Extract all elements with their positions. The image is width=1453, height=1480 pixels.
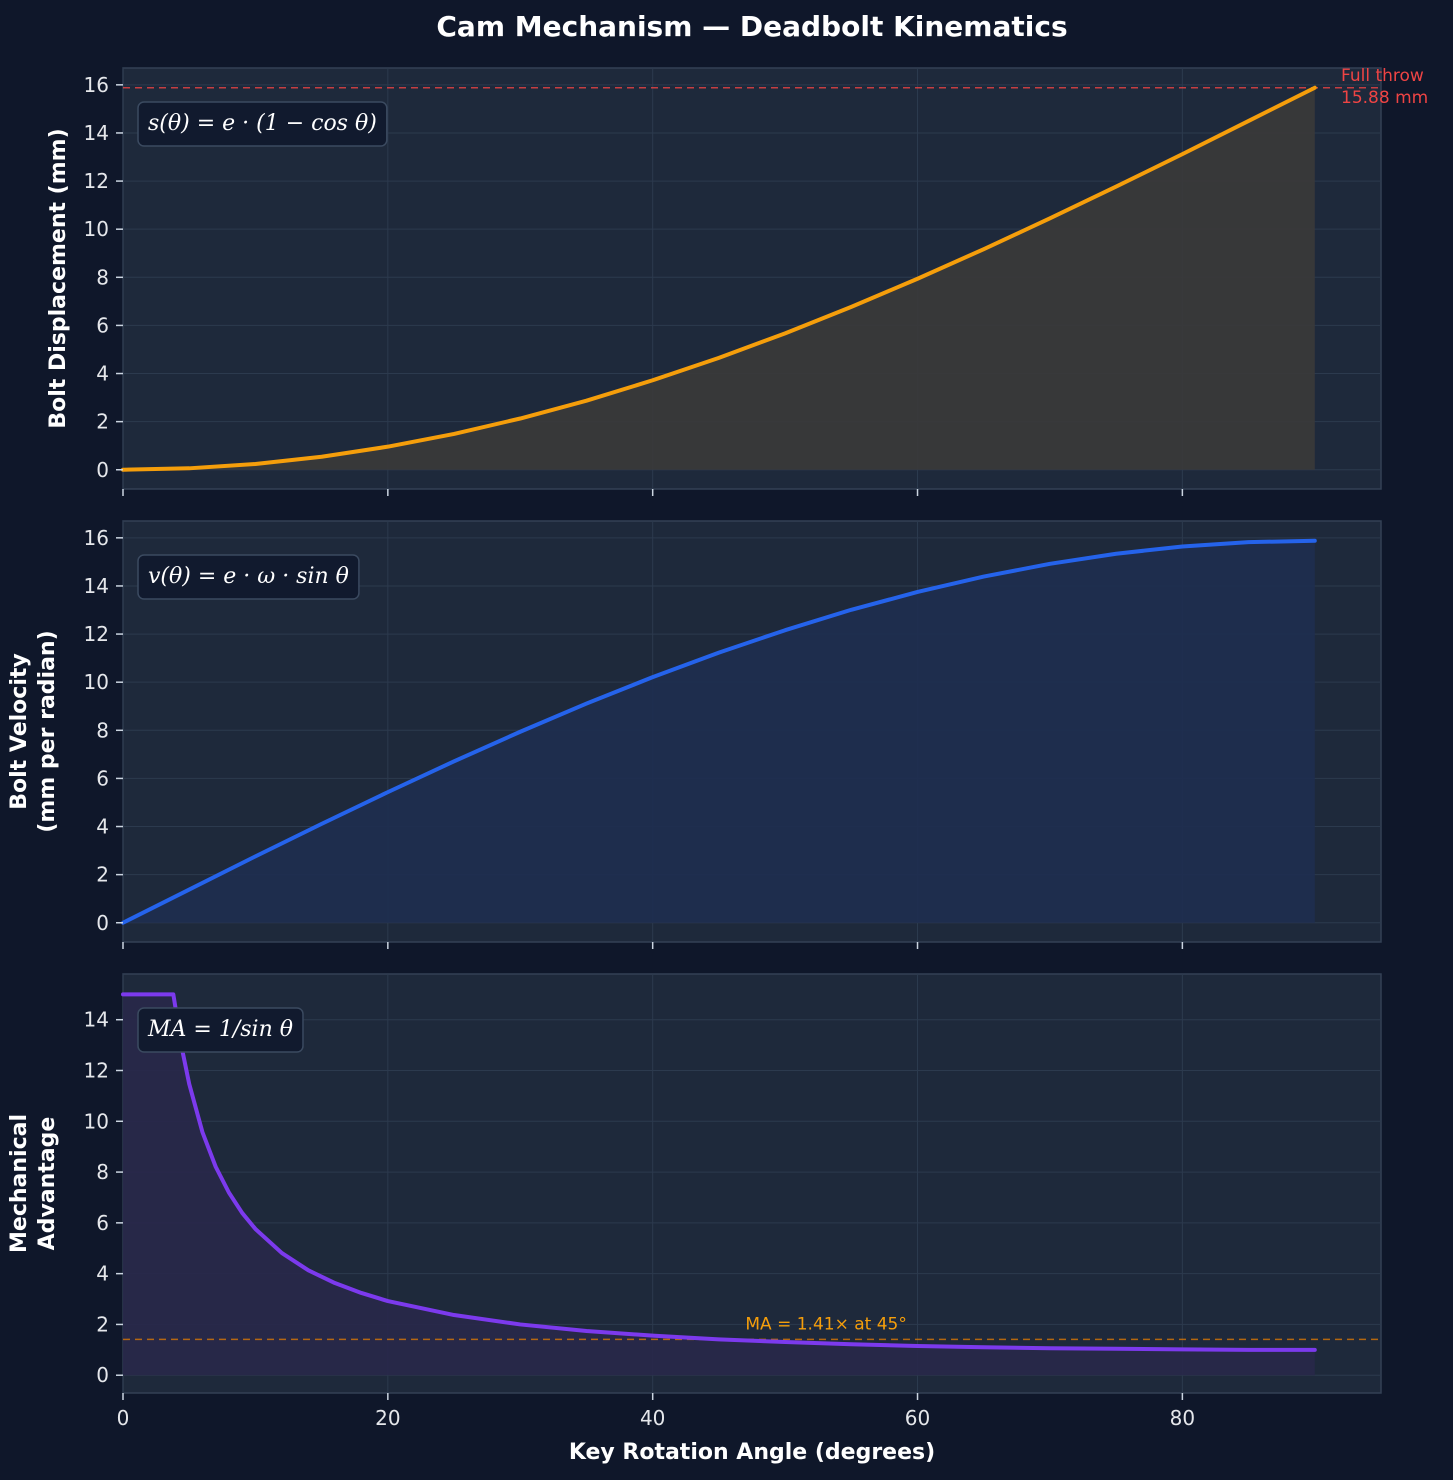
y-tick-label: 4 bbox=[96, 815, 109, 839]
panel-3: MA = 1.41× at 45° MA = 1/sin θ 0 2 4 6 8 10 12 14… bbox=[7, 973, 1382, 1430]
x-tick-label: 20 bbox=[375, 1406, 400, 1430]
formula-box: MA = 1/sin θ bbox=[137, 1007, 304, 1053]
y-tick-label: 12 bbox=[84, 169, 109, 193]
formula-text: v(θ) = e · ω · sin θ bbox=[148, 564, 349, 589]
area-fill bbox=[123, 540, 1315, 923]
y-tick-label: 8 bbox=[96, 265, 109, 289]
y-axis-label: Bolt Velocity bbox=[7, 653, 32, 809]
y-axis-label: Bolt Displacement (mm) bbox=[46, 128, 71, 428]
y-tick-label: 6 bbox=[96, 1211, 109, 1235]
area-fill bbox=[123, 994, 1315, 1376]
y-tick-label: 14 bbox=[84, 121, 109, 145]
x-tick-label: 80 bbox=[1170, 1406, 1195, 1430]
x-tick-label: 40 bbox=[640, 1406, 665, 1430]
y-axis-label: Mechanical bbox=[7, 1114, 32, 1253]
y-tick-label: 6 bbox=[96, 766, 109, 790]
y-tick-label: 12 bbox=[84, 1058, 109, 1082]
y-tick-label: 6 bbox=[96, 313, 109, 337]
reference-label: MA = 1.41× at 45° bbox=[745, 1314, 906, 1334]
formula-text: s(θ) = e · (1 − cos θ) bbox=[148, 111, 377, 136]
reference-label: 15.88 mm bbox=[1341, 88, 1428, 108]
y-tick-label: 0 bbox=[96, 911, 109, 935]
formula-frame bbox=[137, 101, 388, 147]
formula-box: s(θ) = e · (1 − cos θ) bbox=[137, 101, 388, 147]
y-axis-label: (mm per radian) bbox=[35, 630, 60, 832]
y-tick-label: 10 bbox=[84, 217, 109, 241]
y-tick-label: 14 bbox=[84, 574, 109, 598]
y-tick-label: 16 bbox=[84, 73, 109, 97]
reference-label: Full throw bbox=[1341, 66, 1424, 86]
formula-frame bbox=[137, 554, 360, 600]
y-tick-label: 14 bbox=[84, 1008, 109, 1032]
series-line bbox=[121, 85, 1317, 472]
x-tick-label: 60 bbox=[905, 1406, 930, 1430]
y-tick-label: 8 bbox=[96, 1160, 109, 1184]
panel-2: v(θ) = e · ω · sin θ 0 2 4 6 8 10 12 14 16 Bolt Ve… bbox=[7, 520, 1382, 949]
x-axis-label: Key Rotation Angle (degrees) bbox=[569, 1440, 935, 1465]
formula-box: v(θ) = e · ω · sin θ bbox=[137, 554, 360, 600]
y-tick-label: 2 bbox=[96, 410, 109, 434]
y-tick-label: 10 bbox=[84, 670, 109, 694]
area-fill bbox=[123, 87, 1315, 470]
y-tick-label: 0 bbox=[96, 1363, 109, 1387]
x-tick-label: 0 bbox=[117, 1406, 130, 1430]
y-tick-label: 0 bbox=[96, 458, 109, 482]
series-line bbox=[121, 992, 1317, 1352]
y-tick-label: 8 bbox=[96, 718, 109, 742]
y-tick-label: 10 bbox=[84, 1109, 109, 1133]
y-tick-label: 12 bbox=[84, 622, 109, 646]
chart-title: Cam Mechanism — Deadbolt Kinematics bbox=[436, 10, 1067, 43]
y-tick-label: 4 bbox=[96, 1262, 109, 1286]
y-tick-label: 2 bbox=[96, 1312, 109, 1336]
y-tick-label: 16 bbox=[84, 526, 109, 550]
y-tick-label: 2 bbox=[96, 863, 109, 887]
series-line bbox=[121, 538, 1317, 925]
formula-text: MA = 1/sin θ bbox=[147, 1017, 293, 1042]
y-tick-label: 4 bbox=[96, 362, 109, 386]
y-axis-label: Advantage bbox=[35, 1117, 60, 1251]
formula-frame bbox=[137, 1007, 304, 1053]
